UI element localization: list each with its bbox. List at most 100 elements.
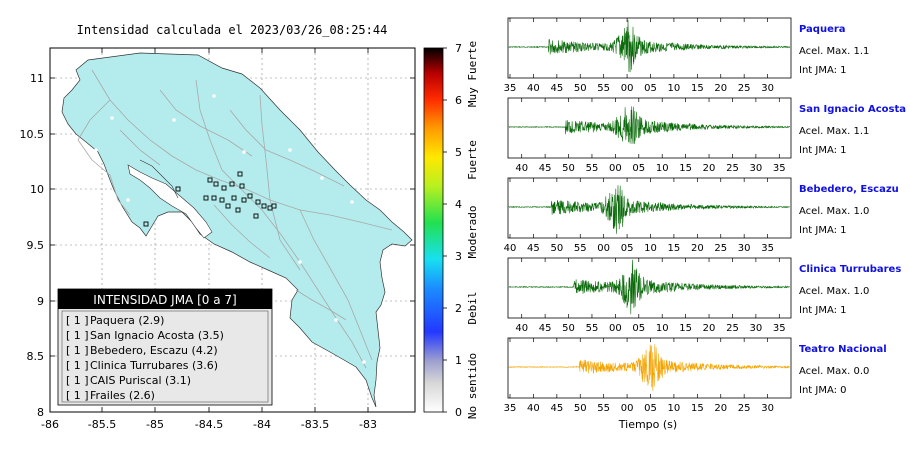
waveform-tick-label: 10 [656, 323, 669, 334]
colorbar-scale [423, 47, 444, 413]
colorbar-label: Debil [466, 291, 479, 324]
map-x-tick-labels: -86 -85.5 -85 -84.5 -84 -83.5 -83 [41, 418, 377, 431]
colorbar: 0 1 2 3 4 5 6 7 No sentido Debil Moderado Fuerte Mu… [423, 41, 479, 419]
waveform-tick-label: 55 [597, 403, 610, 414]
station-name: Clinica Turrubares [799, 264, 901, 275]
x-tick-label: -85 [146, 418, 164, 431]
legend-item-label: Frailes (2.6) [90, 389, 155, 402]
waveform-tick-label: 15 [691, 403, 704, 414]
waveform-tick-label: 35 [504, 83, 517, 94]
waveform-tick-label: 10 [644, 243, 657, 254]
waveform-tick-label: 00 [621, 83, 634, 94]
waveform-tick-label: 30 [761, 403, 774, 414]
town-markers [94, 94, 366, 364]
legend-item-label: Paquera (2.9) [90, 314, 164, 327]
waveform-tick-label: 55 [597, 83, 610, 94]
waveform-tick-label: 10 [668, 403, 681, 414]
waveform-tick-label: 40 [504, 243, 517, 254]
intensity-legend: INTENSIDAD JMA [0 a 7] [ 1 ] Paquera (2.9… [57, 288, 273, 406]
x-tick-label: -84.5 [195, 418, 223, 431]
waveform-tick-label: 40 [515, 323, 528, 334]
x-tick-label: -84 [253, 418, 271, 431]
legend-item-intensity: [ 1 ] [66, 344, 89, 357]
waveform-tick-label: 25 [738, 403, 751, 414]
colorbar-label: Fuerte [466, 140, 479, 180]
waveform-tick-label: 50 [562, 163, 575, 174]
station-jma: Int JMA: 1 [799, 145, 847, 156]
waveform-tick-label: 45 [550, 83, 563, 94]
legend-header: INTENSIDAD JMA [0 a 7] [93, 293, 236, 307]
station-jma: Int JMA: 1 [799, 225, 847, 236]
waveform-trace [508, 106, 790, 145]
waveform-panel-2: 40 45 50 55 00 05 10 15 20 25 30 35 Bebedero, Escazu… [504, 177, 899, 254]
y-tick-label: 9.5 [27, 239, 45, 252]
waveform-tick-label: 00 [597, 243, 610, 254]
waveform-panel-3: 40 45 50 55 00 05 10 15 20 25 30 35 Clinica Turrubar… [507, 257, 901, 334]
waveform-tick-label: 45 [527, 243, 540, 254]
traces-x-label: Tiempo (s) [618, 418, 677, 431]
station-name: San Ignacio Acosta [799, 104, 906, 115]
legend-item-intensity: [ 1 ] [66, 314, 89, 327]
waveform-tick-label: 25 [726, 323, 739, 334]
waveform-tick-label: 25 [726, 163, 739, 174]
station-accel: Acel. Max. 1.0 [799, 206, 869, 217]
station-markers [143, 171, 277, 227]
waveform-tick-label: 45 [550, 403, 563, 414]
waveform-tick-label: 20 [703, 323, 716, 334]
waveform-trace [508, 19, 790, 73]
legend-item-intensity: [ 1 ] [66, 389, 89, 402]
waveform-tick-label: 00 [621, 403, 634, 414]
waveform-panel-0: 35 40 45 50 55 00 05 10 15 20 25 30 Paquera Acel. Max… [504, 17, 869, 94]
waveform-tick-label: 50 [550, 243, 563, 254]
gulf-of-nicoya [127, 164, 213, 239]
x-tick-label: -83.5 [301, 418, 329, 431]
station-name: Paquera [799, 24, 846, 35]
legend-inner [61, 310, 269, 403]
waveform-frame [507, 257, 792, 319]
legend-header-bar [58, 289, 272, 309]
waveform-tick-label: 10 [656, 163, 669, 174]
waveform-tick-label: 35 [504, 403, 517, 414]
legend-item-label: Bebedero, Escazu (4.2) [90, 344, 218, 357]
waveform-tick-label: 05 [632, 163, 645, 174]
legend-item-label: Clinica Turrubares (3.6) [90, 359, 218, 372]
waveform-panel-1: 40 45 50 55 00 05 10 15 20 25 30 35 San Ignacio Acos… [507, 97, 906, 174]
station-name: Bebedero, Escazu [799, 184, 899, 195]
colorbar-label: No sentido [466, 353, 479, 419]
waveform-tick-label: 25 [738, 83, 751, 94]
map-y-tick-labels: 11 10.5 10 9.5 9 8.5 8 [20, 72, 45, 419]
waveform-tick-label: 15 [679, 323, 692, 334]
waveform-tick-label: 30 [750, 323, 763, 334]
legend-item-intensity: [ 1 ] [66, 359, 89, 372]
station-jma: Int JMA: 0 [799, 385, 847, 396]
waveform-tick-label: 40 [527, 83, 540, 94]
y-tick-label: 8 [37, 406, 44, 419]
waveform-tick-label: 35 [773, 323, 786, 334]
waveform-tick-label: 55 [586, 163, 599, 174]
y-tick-label: 9 [37, 295, 44, 308]
waveform-tick-label: 55 [586, 323, 599, 334]
waveform-tick-label: 00 [609, 163, 622, 174]
waveform-tick-label: 15 [679, 163, 692, 174]
colorbar-tick-label: 7 [455, 42, 462, 55]
colorbar-label: Muy Fuerte [466, 41, 479, 107]
waveform-trace [508, 344, 790, 391]
y-tick-label: 10.5 [20, 128, 45, 141]
station-accel: Acel. Max. 1.1 [799, 126, 869, 137]
waveform-tick-label: 35 [761, 243, 774, 254]
station-jma: Int JMA: 1 [799, 65, 847, 76]
waveform-trace [508, 185, 790, 234]
map-title: Intensidad calculada el 2023/03/26_08:25… [77, 23, 388, 37]
station-accel: Acel. Max. 1.1 [799, 46, 869, 57]
y-tick-label: 11 [30, 72, 44, 85]
x-tick-label: -83 [359, 418, 377, 431]
colorbar-tick-label: 2 [455, 302, 462, 315]
map-frame [49, 47, 416, 413]
y-tick-label: 8.5 [27, 350, 45, 363]
waveform-tick-label: 35 [773, 163, 786, 174]
station-accel: Acel. Max. 1.0 [799, 286, 869, 297]
waveform-tick-label: 30 [761, 83, 774, 94]
waveform-panel: 35 40 45 50 55 00 05 10 15 20 25 30 Paquera Acel. Max… [504, 17, 906, 414]
waveform-tick-label: 20 [714, 403, 727, 414]
